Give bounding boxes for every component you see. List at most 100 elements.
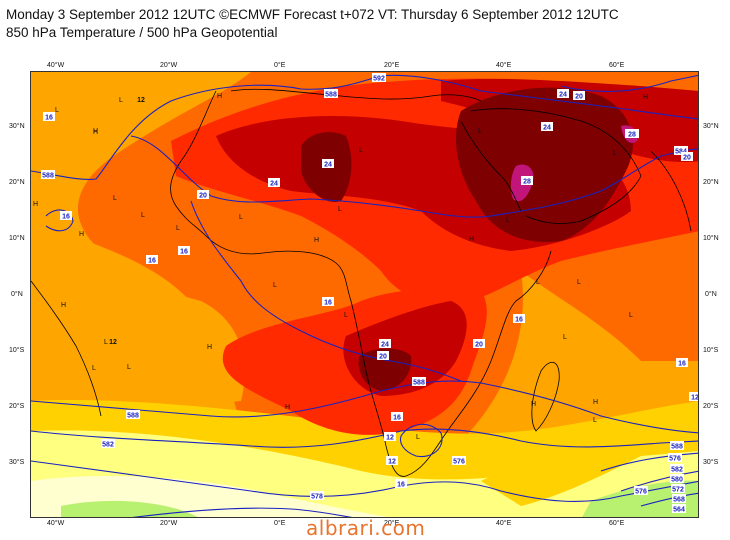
contour-576	[31, 460, 698, 502]
pressure-marker: L	[478, 128, 482, 135]
pressure-marker: L	[359, 147, 363, 154]
contour-label: 20	[475, 342, 483, 349]
contour-588-north	[31, 74, 698, 180]
contour-label: 576	[635, 489, 647, 496]
map-canvas: 16 12 588 16 20 16 16 16 24 24 588 592 2…	[31, 72, 698, 517]
coastline-madagascar	[531, 361, 560, 432]
coastline-arabia	[470, 108, 642, 224]
lon-tick-bottom: 20°W	[160, 520, 178, 527]
pressure-marker: L	[629, 312, 633, 319]
lon-tick-bottom: 60°E	[609, 520, 625, 527]
pressure-marker: L	[344, 312, 348, 319]
contour-label: 578	[311, 494, 323, 501]
lon-tick-bottom: 0°E	[274, 520, 286, 527]
contour-582	[31, 428, 698, 448]
contour-label: 16	[148, 258, 156, 265]
watermark-text: albrari.com	[306, 516, 426, 540]
pressure-marker: L	[593, 417, 597, 424]
contour-se-1	[600, 452, 698, 472]
contour-label: 576	[453, 459, 465, 466]
temperature-band-green-sw	[61, 500, 198, 517]
contour-label: 16	[393, 415, 401, 422]
contour-label: 28	[523, 179, 531, 186]
contour-label: 12	[137, 97, 145, 104]
coastline-india	[650, 150, 692, 232]
contour-label: 588	[325, 92, 337, 99]
contour-label: 568	[673, 497, 685, 504]
pressure-marker: H	[207, 344, 212, 351]
contour-label: 588	[671, 444, 683, 451]
lat-tick-left: 20°S	[9, 403, 25, 410]
contour-label: 12	[109, 339, 117, 346]
temperature-band-8-12-west	[31, 231, 241, 421]
lon-tick-top: 40°E	[496, 62, 512, 69]
lat-tick-right: 30°N	[703, 123, 719, 130]
pressure-marker: L	[239, 214, 243, 221]
pressure-marker: H	[33, 201, 38, 208]
temperature-band-24-28-south	[358, 348, 412, 391]
contour-570	[132, 507, 353, 517]
contour-label: 16	[180, 249, 188, 256]
contour-south-closed	[399, 423, 443, 458]
coastline-mediterranean	[230, 88, 482, 102]
contour-588-mid	[190, 200, 462, 382]
lon-tick-top: 20°E	[384, 62, 400, 69]
temperature-band-green-se	[582, 480, 698, 517]
contour-label: 20	[379, 354, 387, 361]
map-title-line2: 850 hPa Temperature / 500 hPa Geopotenti…	[6, 25, 278, 40]
pressure-marker: L	[273, 282, 277, 289]
lat-tick-right: 10°S	[703, 347, 719, 354]
lon-tick-top: 60°E	[609, 62, 625, 69]
contour-label: 12	[388, 459, 396, 466]
temperature-band-24-28-arabia	[456, 87, 633, 242]
pressure-marker: H	[217, 93, 222, 100]
coastlines	[31, 88, 692, 477]
contour-label: 564	[673, 507, 685, 514]
contour-label: 24	[559, 92, 567, 99]
contour-label: 24	[324, 162, 332, 169]
pressure-marker: H	[469, 236, 474, 243]
lat-tick-left: 10°N	[9, 235, 25, 242]
contour-label: 16	[45, 115, 53, 122]
pressure-marker: H	[531, 401, 536, 408]
temperature-band-south-indian	[481, 454, 641, 506]
lat-tick-right: 10°N	[703, 235, 719, 242]
lat-tick-right: 30°S	[703, 459, 719, 466]
pressure-marker: H	[61, 302, 66, 309]
pressure-marker: L	[104, 339, 108, 346]
geopotential-contours	[31, 74, 698, 517]
coastline-red-sea	[460, 120, 522, 212]
lon-tick-bottom: 20°E	[384, 520, 400, 527]
contour-label: 24	[543, 125, 551, 132]
contour-label: 580	[671, 477, 683, 484]
contour-16-west	[45, 209, 74, 232]
contour-label: 16	[324, 300, 332, 307]
lat-tick-left: 10°S	[9, 347, 25, 354]
pressure-marker: H	[93, 129, 98, 136]
contour-label: 588	[127, 413, 139, 420]
map-title-line1: Monday 3 September 2012 12UTC ©ECMWF For…	[6, 7, 619, 22]
contour-label: 24	[270, 181, 278, 188]
lat-tick-left: 30°S	[9, 459, 25, 466]
contour-label: 24	[381, 342, 389, 349]
lon-tick-bottom: 40°W	[47, 520, 65, 527]
contour-label: 588	[413, 380, 425, 387]
pressure-marker: H	[93, 128, 98, 135]
contour-label: 20	[199, 193, 207, 200]
pressure-marker: L	[506, 217, 510, 224]
contour-se-2	[620, 470, 698, 492]
temperature-band-8-12-east	[461, 271, 698, 441]
pressure-marker: L	[113, 195, 117, 202]
contour-label: 576	[669, 456, 681, 463]
pressure-marker: H	[285, 404, 290, 411]
pressure-marker: H	[79, 231, 84, 238]
lat-tick-left: 20°N	[9, 179, 25, 186]
contour-ne	[560, 74, 698, 92]
pressure-marker: L	[613, 150, 617, 157]
contour-label: 592	[373, 76, 385, 83]
pressure-marker: L	[176, 225, 180, 232]
pressure-marker: H	[314, 237, 319, 244]
contour-label: 16	[397, 482, 405, 489]
lat-tick-right: 0°N	[705, 291, 717, 298]
contour-588-saharan	[130, 135, 492, 218]
